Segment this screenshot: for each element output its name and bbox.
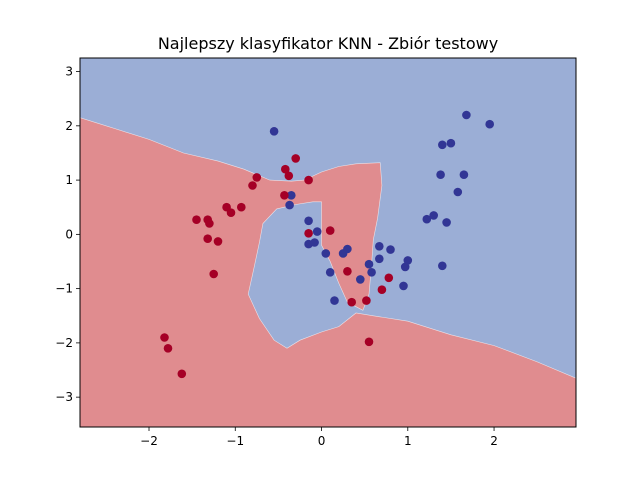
data-point-series1-10 xyxy=(192,215,201,224)
data-point-series1-0 xyxy=(291,154,301,163)
data-point-series1-25 xyxy=(163,344,173,353)
data-point-series1-6 xyxy=(280,191,289,200)
data-point-series0-28 xyxy=(453,187,463,197)
data-point-series0-31 xyxy=(485,119,495,129)
data-point-series0-22 xyxy=(429,211,439,220)
data-point-series0-27 xyxy=(446,138,456,148)
data-point-series1-23 xyxy=(384,273,394,283)
data-points xyxy=(160,110,495,379)
y-tick-label: −3 xyxy=(55,390,73,404)
data-point-series0-6 xyxy=(310,238,319,247)
data-point-series0-13 xyxy=(364,259,374,269)
data-point-series0-29 xyxy=(459,170,469,179)
y-tick-label: 3 xyxy=(65,65,73,79)
data-point-series0-26 xyxy=(438,140,447,150)
data-point-series0-3 xyxy=(304,216,313,226)
data-point-series1-12 xyxy=(205,219,214,228)
data-point-series1-17 xyxy=(325,226,335,235)
data-point-series1-26 xyxy=(177,369,187,379)
y-axis: −3 −2 −1 0 1 2 3 xyxy=(55,65,80,404)
data-point-series1-4 xyxy=(252,173,262,182)
x-tick-label: 2 xyxy=(490,434,498,448)
data-point-series0-11 xyxy=(343,244,352,254)
y-tick-label: −1 xyxy=(55,282,73,296)
x-tick-label: 1 xyxy=(404,434,412,448)
decision-regions xyxy=(80,117,576,427)
data-point-series0-25 xyxy=(442,218,451,227)
y-tick-label: 0 xyxy=(65,227,73,241)
data-point-series1-18 xyxy=(343,267,352,276)
data-point-series0-23 xyxy=(436,170,445,179)
data-point-series0-9 xyxy=(330,296,339,305)
data-point-series0-19 xyxy=(400,262,410,272)
data-point-series0-24 xyxy=(438,261,447,271)
data-point-series1-9 xyxy=(226,208,236,217)
data-point-series1-16 xyxy=(304,229,313,238)
red-decision-region xyxy=(80,117,576,427)
data-point-series0-12 xyxy=(356,275,365,284)
data-point-series1-21 xyxy=(364,337,374,347)
x-tick-label: −2 xyxy=(140,434,158,448)
data-point-series0-7 xyxy=(321,249,331,258)
data-point-series1-20 xyxy=(362,296,371,305)
data-point-series1-24 xyxy=(160,333,169,342)
data-point-series0-15 xyxy=(375,242,384,251)
data-point-series1-22 xyxy=(377,285,387,295)
data-point-series1-13 xyxy=(203,234,212,243)
data-point-series0-17 xyxy=(386,245,395,254)
x-axis: −2 −1 0 1 2 xyxy=(140,427,498,448)
data-point-series0-16 xyxy=(375,254,384,264)
data-point-series1-19 xyxy=(347,297,357,307)
data-point-series1-14 xyxy=(213,237,223,246)
data-point-series0-4 xyxy=(312,227,322,236)
data-point-series1-7 xyxy=(237,202,246,212)
chart-title: Najlepszy klasyfikator KNN - Zbiór testo… xyxy=(158,34,498,53)
y-tick-label: −2 xyxy=(55,336,73,350)
data-point-series0-30 xyxy=(462,110,471,120)
data-point-series0-8 xyxy=(325,268,335,277)
data-point-series1-15 xyxy=(209,269,218,279)
data-point-series0-20 xyxy=(403,256,413,265)
plot-frame xyxy=(79,57,577,428)
y-tick-label: 2 xyxy=(65,119,73,133)
x-tick-label: −1 xyxy=(226,434,244,448)
data-point-series1-1 xyxy=(281,164,290,174)
x-tick-label: 0 xyxy=(318,434,326,448)
y-tick-label: 1 xyxy=(65,173,73,187)
data-point-series1-3 xyxy=(304,175,313,185)
data-point-series0-0 xyxy=(269,127,279,136)
data-point-series0-18 xyxy=(399,281,408,291)
data-point-series0-14 xyxy=(367,268,376,277)
data-point-series0-1 xyxy=(287,191,296,200)
data-point-series0-21 xyxy=(422,214,432,224)
data-point-series1-2 xyxy=(284,171,294,181)
data-point-series0-2 xyxy=(285,200,294,210)
data-point-series1-5 xyxy=(248,181,257,190)
